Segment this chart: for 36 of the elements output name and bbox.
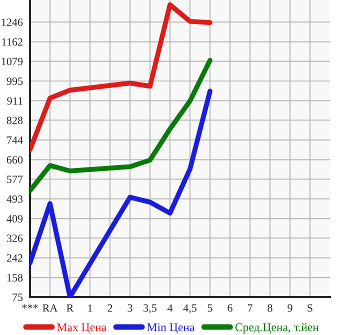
y-tick-label: 577 xyxy=(7,176,23,184)
y-tick-label: 1246 xyxy=(2,18,23,26)
x-tick-label: 7 xyxy=(248,304,252,312)
legend-label: Min Цена xyxy=(147,323,195,334)
x-tick-label: 1 xyxy=(88,304,92,312)
y-tick-label: 493 xyxy=(6,195,23,203)
y-tick-label: 409 xyxy=(6,215,23,223)
y-tick-label: 326 xyxy=(6,234,23,242)
y-tick-label: 1162 xyxy=(2,38,22,46)
y-tick-label: 242 xyxy=(6,254,22,262)
x-tick-label: R xyxy=(66,304,74,312)
x-tick-label: 8 xyxy=(268,304,272,312)
y-tick-label: 744 xyxy=(7,136,23,144)
line-series xyxy=(30,88,212,297)
legend-label: Сред.Цена, т.йен xyxy=(235,323,319,334)
x-tick-label: 4,5 xyxy=(183,304,197,314)
y-tick-label: 75 xyxy=(12,294,23,301)
y-tick-label: 828 xyxy=(6,116,23,124)
y-tick-label: 995 xyxy=(6,77,23,85)
x-tick-label: 2 xyxy=(108,304,112,312)
y-tick-label: 1079 xyxy=(2,58,23,66)
x-tick-label: *** xyxy=(22,304,38,308)
x-tick-label: 3,5 xyxy=(144,304,157,314)
y-tick-label: 660 xyxy=(6,156,23,164)
y-tick-label: 911 xyxy=(7,97,22,105)
x-tick-label: S xyxy=(308,304,312,312)
x-tick-label: 3 xyxy=(128,304,132,312)
x-tick-label: 9 xyxy=(288,304,292,312)
x-tick-label: 4 xyxy=(167,304,173,312)
y-tick-label: 158 xyxy=(7,274,23,282)
line-series xyxy=(30,2,212,152)
x-tick-label: 6 xyxy=(228,304,232,312)
x-tick-label: RA xyxy=(42,304,58,312)
legend-label: Max Цена xyxy=(57,323,106,334)
x-tick-label: 5 xyxy=(208,304,212,312)
line-series xyxy=(30,58,212,194)
